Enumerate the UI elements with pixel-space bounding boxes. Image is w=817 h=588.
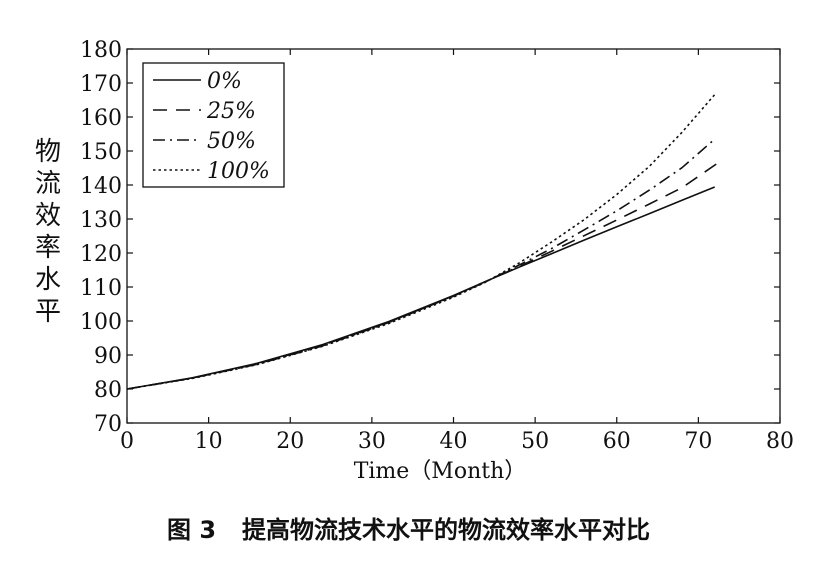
figure-caption: 图 3 提高物流技术水平的物流效率水平对比: [0, 510, 817, 545]
y-axis: 70 80 90 100 110 120 130 140 150 160 170 180: [80, 38, 780, 437]
series-line-solid: [126, 186, 716, 390]
x-tick-label: 70: [684, 429, 712, 454]
y-tick-label: 160: [80, 106, 122, 131]
x-tick-label: 50: [521, 429, 549, 454]
x-tick-label: 20: [276, 429, 304, 454]
y-tick-label: 120: [80, 242, 122, 267]
y-tick-label: 170: [80, 72, 122, 97]
legend-label: 50%: [207, 129, 256, 154]
y-tick-label: 100: [80, 310, 122, 335]
figure-number: 图 3: [166, 516, 217, 544]
line-chart: 0 10 20 30 40 50 60 70 80 70 80 90 100 110 120 130 140 1…: [35, 38, 794, 484]
y-tick-label: 110: [80, 276, 122, 301]
x-tick-label: 30: [358, 429, 386, 454]
x-tick-label: 80: [766, 429, 794, 454]
legend-label: 25%: [206, 99, 256, 124]
y-axis-label: 物流效率水平: [35, 137, 61, 327]
legend-label: 100%: [207, 159, 270, 184]
series-line-dotted: [126, 94, 716, 390]
y-tick-label: 90: [94, 344, 122, 369]
legend-box: [142, 62, 285, 188]
y-tick-label: 70: [94, 412, 122, 437]
x-tick-label: 0: [120, 429, 134, 454]
y-tick-label: 80: [94, 378, 122, 403]
y-tick-label: 150: [80, 140, 122, 165]
legend: 0% 25% 50% 100%: [142, 62, 285, 188]
series-line-dashed: [126, 158, 724, 390]
x-tick-label: 10: [195, 429, 223, 454]
y-tick-label: 140: [80, 174, 122, 199]
x-tick-label: 40: [440, 429, 468, 454]
y-tick-label: 180: [80, 38, 122, 63]
x-axis-label: Time（Month）: [354, 459, 527, 484]
x-axis: 0 10 20 30 40 50 60 70 80: [120, 49, 794, 454]
legend-label: 0%: [207, 69, 242, 94]
caption-text: 提高物流技术水平的物流效率水平对比: [242, 516, 651, 544]
y-tick-label: 130: [80, 208, 122, 233]
x-tick-label: 60: [603, 429, 631, 454]
series-lines: [126, 94, 724, 390]
